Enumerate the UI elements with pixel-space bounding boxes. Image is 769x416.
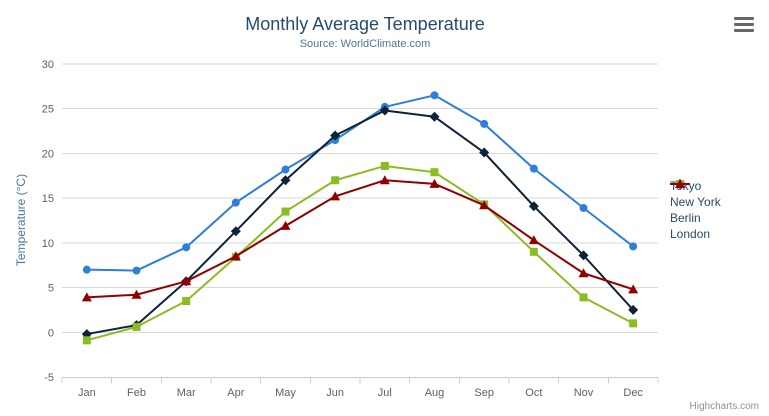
diamond-marker [628,304,639,315]
legend-item-berlin[interactable]: Berlin [670,180,721,226]
x-tick-label: Jul [378,387,392,399]
series-group [81,91,639,345]
triangle-marker [230,251,241,261]
legend-label: London [670,227,711,241]
hamburger-icon [734,16,754,20]
legend-item-london[interactable]: London [670,179,721,242]
credits-link[interactable]: Highcharts.com [689,401,759,412]
diamond-marker [230,226,241,237]
square-marker [529,247,538,256]
series-london[interactable] [81,175,639,302]
square-marker [380,161,389,170]
diamond-marker [379,105,390,116]
y-tick-label: 25 [42,104,54,116]
y-tick-label: 5 [48,283,54,295]
legend-label: Berlin [670,211,701,225]
y-tick-label: 30 [42,59,54,71]
triangle-marker [280,220,291,230]
square-marker [579,293,588,302]
triangle-marker [131,289,142,299]
axes [61,377,659,384]
chart-subtitle: Source: WorldClimate.com [299,38,431,50]
square-marker [82,336,91,345]
chart-title: Monthly Average Temperature [245,14,485,34]
x-tick-label: Dec [623,387,643,399]
y-axis-labels: -5 0 5 10 15 20 25 30 [42,59,54,384]
square-marker [281,207,290,216]
legend: Tokyo New York Berlin London [670,178,721,242]
grid-lines [62,63,658,333]
x-tick-label: Sep [474,387,494,399]
circle-marker [231,198,240,207]
circle-marker [182,243,191,252]
triangle-marker-icon [670,179,690,188]
triangle-marker [528,235,539,245]
circle-marker [132,266,141,275]
export-menu-button[interactable] [731,12,757,36]
x-tick-label: Apr [227,387,244,399]
triangle-marker [181,276,192,286]
y-axis-title: Temperature (°C) [14,174,28,266]
x-tick-label: Oct [525,387,542,399]
diamond-marker [280,175,291,186]
hamburger-icon [734,28,754,32]
diamond-marker [479,147,490,158]
triangle-marker [429,178,440,188]
diamond-marker [578,250,589,261]
square-marker [629,319,638,328]
x-tick-label: Jun [326,387,344,399]
circle-marker [629,242,638,251]
y-tick-label: 10 [42,238,54,250]
circle-marker [281,165,290,174]
diamond-marker [528,201,539,212]
x-tick-label: Feb [127,387,146,399]
square-marker [331,176,340,185]
y-tick-label: -5 [44,372,54,384]
circle-marker [579,203,588,212]
square-marker [132,322,141,331]
circle-marker [82,265,91,274]
diamond-marker [330,130,341,141]
triangle-marker [379,175,390,185]
triangle-marker [628,284,639,294]
triangle-marker [479,200,490,210]
square-marker [430,168,439,177]
y-tick-label: 0 [48,327,54,339]
y-tick-label: 20 [42,148,54,160]
triangle-marker [330,191,341,201]
hamburger-icon [734,22,754,26]
legend-label: New York [670,195,721,209]
x-tick-label: Aug [425,387,445,399]
circle-marker [480,119,489,128]
x-tick-label: Jan [78,387,96,399]
y-tick-label: 15 [42,193,54,205]
triangle-marker [578,268,589,278]
x-axis-labels: Jan Feb Mar Apr May Jun Jul Aug Sep Oct Nov Dec [78,387,643,399]
circle-marker [430,91,439,100]
square-marker [182,296,191,305]
legend-item-new-york[interactable]: New York [670,179,721,210]
series-tokyo[interactable] [82,91,638,275]
triangle-marker [81,292,92,302]
diamond-marker [429,111,440,122]
series-new-york[interactable] [81,105,639,340]
x-tick-label: Nov [574,387,594,399]
circle-marker [529,164,538,173]
x-tick-label: Mar [177,387,196,399]
x-tick-label: May [275,387,296,399]
